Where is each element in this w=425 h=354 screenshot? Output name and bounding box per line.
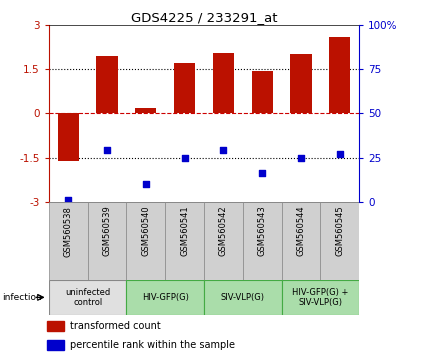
Text: transformed count: transformed count — [70, 321, 161, 331]
Point — [65, 197, 72, 203]
Bar — [165, 202, 204, 280]
Bar — [281, 202, 320, 280]
Title: GDS4225 / 233291_at: GDS4225 / 233291_at — [131, 11, 277, 24]
Bar — [127, 202, 165, 280]
Text: percentile rank within the sample: percentile rank within the sample — [70, 340, 235, 350]
Bar — [281, 280, 359, 315]
Bar — [204, 202, 243, 280]
Bar — [58, 113, 79, 161]
Bar — [135, 108, 156, 113]
Bar — [329, 36, 350, 113]
Bar — [96, 56, 118, 113]
Bar — [204, 280, 281, 315]
Point — [336, 151, 343, 157]
Bar — [174, 63, 195, 113]
Text: HIV-GFP(G) +
SIV-VLP(G): HIV-GFP(G) + SIV-VLP(G) — [292, 288, 348, 307]
Point — [142, 181, 149, 187]
Text: GSM560542: GSM560542 — [219, 206, 228, 256]
Point — [104, 148, 111, 153]
Bar — [49, 280, 127, 315]
Text: SIV-VLP(G): SIV-VLP(G) — [221, 293, 265, 302]
Text: GSM560544: GSM560544 — [297, 206, 306, 256]
Text: infection: infection — [2, 293, 42, 302]
Bar — [47, 341, 64, 350]
Point — [298, 155, 304, 160]
Bar — [213, 53, 234, 113]
Point — [181, 155, 188, 160]
Point — [220, 148, 227, 153]
Bar — [47, 321, 64, 331]
Bar — [252, 70, 273, 113]
Bar — [243, 202, 281, 280]
Bar — [88, 202, 127, 280]
Text: GSM560545: GSM560545 — [335, 206, 344, 256]
Bar — [320, 202, 359, 280]
Text: HIV-GFP(G): HIV-GFP(G) — [142, 293, 189, 302]
Bar — [290, 54, 312, 113]
Bar — [127, 280, 204, 315]
Text: GSM560540: GSM560540 — [142, 206, 150, 256]
Text: GSM560543: GSM560543 — [258, 206, 266, 256]
Text: GSM560541: GSM560541 — [180, 206, 189, 256]
Text: GSM560539: GSM560539 — [102, 206, 111, 256]
Bar — [49, 202, 88, 280]
Point — [259, 171, 266, 176]
Text: GSM560538: GSM560538 — [64, 206, 73, 257]
Text: uninfected
control: uninfected control — [65, 288, 110, 307]
